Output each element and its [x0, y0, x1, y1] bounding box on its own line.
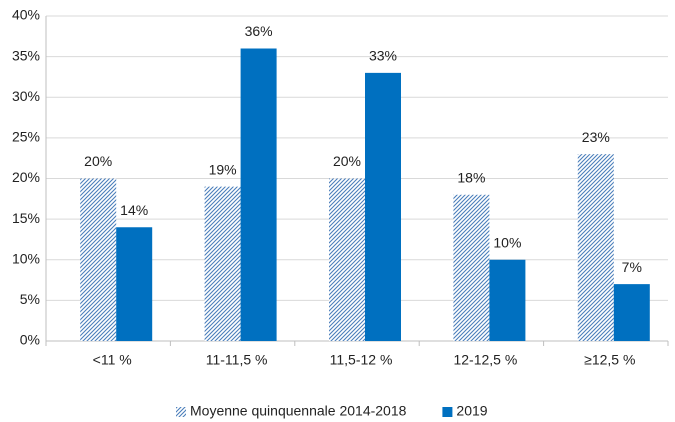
x-tick-label: ≥12,5 % [584, 352, 635, 368]
y-tick-label: 40% [12, 7, 40, 23]
data-label: 33% [369, 48, 397, 64]
data-label: 14% [120, 202, 148, 218]
y-tick-label: 5% [20, 291, 40, 307]
bar [204, 186, 241, 341]
data-label: 19% [209, 161, 237, 177]
data-label: 36% [245, 23, 273, 39]
data-label: 7% [622, 259, 642, 275]
y-tick-label: 30% [12, 88, 40, 104]
data-label: 23% [582, 129, 610, 145]
y-tick-label: 20% [12, 169, 40, 185]
legend-label: Moyenne quinquennale 2014-2018 [190, 403, 407, 419]
bar [489, 259, 526, 341]
x-tick-label: 11,5-12 % [330, 352, 393, 368]
y-tick-label: 0% [20, 332, 40, 348]
bar [240, 48, 277, 341]
y-tick-label: 35% [12, 47, 40, 63]
bar [453, 194, 490, 341]
data-label: 10% [493, 234, 521, 250]
y-tick-label: 15% [12, 210, 40, 226]
bar [613, 284, 650, 341]
data-label: 20% [84, 153, 112, 169]
x-tick-label: <11 % [93, 352, 132, 368]
y-tick-label: 25% [12, 129, 40, 145]
data-label: 18% [457, 169, 485, 185]
legend-label: 2019 [456, 403, 487, 419]
data-label: 20% [333, 153, 361, 169]
bar [577, 154, 614, 341]
x-tick-label: 12-12,5 % [453, 352, 517, 368]
bar [116, 227, 153, 341]
legend-swatch [176, 407, 186, 417]
bar [80, 178, 117, 341]
x-tick-label: 11-11,5 % [206, 352, 268, 368]
y-tick-label: 10% [12, 250, 40, 266]
legend-swatch [442, 407, 453, 417]
bar [329, 178, 365, 341]
bar [365, 72, 401, 341]
